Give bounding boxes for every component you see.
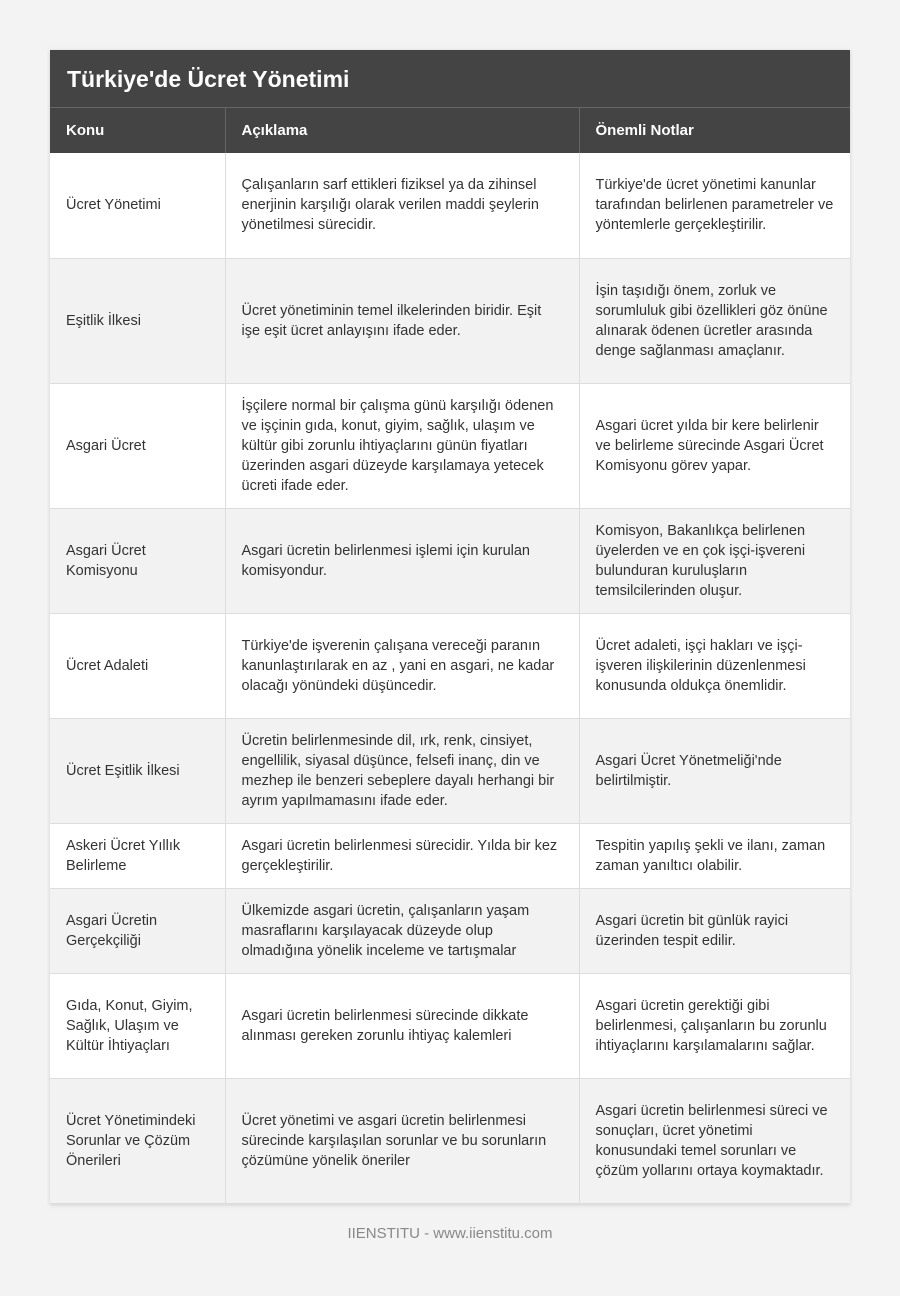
notes-cell: İşin taşıdığı önem, zorluk ve sorumluluk… (579, 258, 850, 384)
table-title: Türkiye'de Ücret Yönetimi (50, 50, 850, 108)
topic-cell: Ücret Adaleti (50, 613, 226, 719)
footer-credit: IIENSTITU - www.iienstitu.com (347, 1225, 553, 1242)
description-cell: Asgari ücretin belirlenmesi işlemi için … (225, 508, 580, 614)
notes-cell: Komisyon, Bakanlıkça belirlenen üyelerde… (579, 508, 850, 614)
topic-cell: Eşitlik İlkesi (50, 258, 226, 384)
description-cell: İşçilere normal bir çalışma günü karşılı… (225, 383, 580, 509)
table-row: Ücret Eşitlik İlkesi Ücretin belirlenmesi… (50, 718, 850, 824)
table-row: Eşitlik İlkesi Ücret yönetiminin temel il… (50, 258, 850, 384)
notes-cell: Asgari Ücret Yönetmeliği'nde belirtilmiş… (579, 718, 850, 824)
table-row: Ücret Yönetimindeki Sorunlar ve Çözüm Ön… (50, 1078, 850, 1204)
table-row: Askeri Ücret Yıllık Belirleme Asgari ücre… (50, 823, 850, 889)
description-cell: Ücret yönetimi ve asgari ücretin belirle… (225, 1078, 580, 1204)
topic-cell: Ücret Yönetimi (50, 153, 226, 259)
description-cell: Türkiye'de işverenin çalışana vereceği p… (225, 613, 580, 719)
notes-cell: Asgari ücretin gerektiği gibi belirlenme… (579, 973, 850, 1079)
topic-cell: Gıda, Konut, Giyim, Sağlık, Ulaşım ve Kü… (50, 973, 226, 1079)
column-header-konu: Konu (50, 108, 226, 153)
table-row: Asgari Ücret İşçilere normal bir çalışma … (50, 383, 850, 509)
topic-cell: Askeri Ücret Yıllık Belirleme (50, 823, 226, 889)
table-row: Asgari Ücretin Gerçekçiliği Ülkemizde asg… (50, 888, 850, 974)
notes-cell: Türkiye'de ücret yönetimi kanunlar taraf… (579, 153, 850, 259)
description-cell: Ücret yönetiminin temel ilkelerinden bir… (225, 258, 580, 384)
topic-cell: Ücret Eşitlik İlkesi (50, 718, 226, 824)
table-row: Gıda, Konut, Giyim, Sağlık, Ulaşım ve Kü… (50, 973, 850, 1079)
column-header-notlar: Önemli Notlar (579, 108, 850, 153)
topic-cell: Ücret Yönetimindeki Sorunlar ve Çözüm Ön… (50, 1078, 226, 1204)
wage-management-table-card: Türkiye'de Ücret Yönetimi Konu Açıklama … (50, 50, 850, 1204)
description-cell: Çalışanların sarf ettikleri fiziksel ya … (225, 153, 580, 259)
header-row: Konu Açıklama Önemli Notlar (50, 108, 850, 153)
table-row: Asgari Ücret Komisyonu Asgari ücretin bel… (50, 508, 850, 614)
description-cell: Ülkemizde asgari ücretin, çalışanların y… (225, 888, 580, 974)
notes-cell: Tespitin yapılış şekli ve ilanı, zaman z… (579, 823, 850, 889)
notes-cell: Ücret adaleti, işçi hakları ve işçi-işve… (579, 613, 850, 719)
description-cell: Asgari ücretin belirlenmesi sürecidir. Y… (225, 823, 580, 889)
topic-cell: Asgari Ücret (50, 383, 226, 509)
column-header-aciklama: Açıklama (225, 108, 580, 153)
description-cell: Ücretin belirlenmesinde dil, ırk, renk, … (225, 718, 580, 824)
notes-cell: Asgari ücretin belirlenmesi süreci ve so… (579, 1078, 850, 1204)
table-row: Ücret Adaleti Türkiye'de işverenin çalışa… (50, 613, 850, 719)
topic-cell: Asgari Ücretin Gerçekçiliği (50, 888, 226, 974)
table-row: Ücret Yönetimi Çalışanların sarf ettikler… (50, 153, 850, 259)
wage-table: Konu Açıklama Önemli Notlar Ücret Yöneti… (50, 108, 850, 1204)
notes-cell: Asgari ücret yılda bir kere belirlenir v… (579, 383, 850, 509)
description-cell: Asgari ücretin belirlenmesi sürecinde di… (225, 973, 580, 1079)
notes-cell: Asgari ücretin bit günlük rayici üzerind… (579, 888, 850, 974)
topic-cell: Asgari Ücret Komisyonu (50, 508, 226, 614)
